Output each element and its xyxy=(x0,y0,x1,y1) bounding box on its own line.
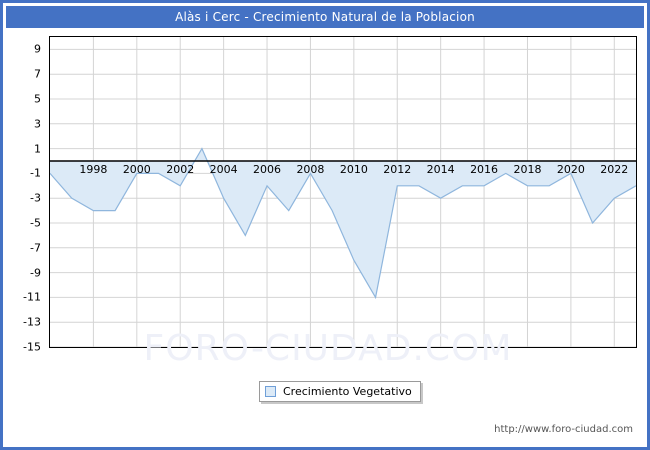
y-axis-tick-label: -7 xyxy=(30,241,41,255)
x-axis-tick-label: 2022 xyxy=(600,163,629,176)
y-axis-tick-label: 3 xyxy=(34,117,41,131)
x-axis-tick-label: 2014 xyxy=(426,163,455,176)
legend-label: Crecimiento Vegetativo xyxy=(283,385,412,398)
x-axis-tick-label: 2018 xyxy=(513,163,542,176)
plot-area xyxy=(49,36,637,348)
y-axis-tick-label: -1 xyxy=(30,166,41,180)
page-title: Alàs i Cerc - Crecimiento Natural de la … xyxy=(175,10,475,24)
x-axis-tick-label: 2020 xyxy=(556,163,585,176)
chart-legend[interactable]: Crecimiento Vegetativo xyxy=(259,381,421,402)
y-axis-tick-label: -11 xyxy=(23,290,41,304)
y-axis-tick-label: 5 xyxy=(34,92,41,106)
y-axis-tick-label: 7 xyxy=(34,67,41,81)
x-axis-tick-label: 2000 xyxy=(122,163,151,176)
legend-swatch-icon xyxy=(265,386,276,397)
y-axis-tick-label: -3 xyxy=(30,191,41,205)
y-axis-tick-label: -13 xyxy=(23,315,41,329)
x-axis-tick-label: 1998 xyxy=(79,163,108,176)
y-axis-tick-label: 9 xyxy=(34,42,41,56)
plot-area-wrapper: 1998 2000 2002 2004 2006 2008 2010 2012 2014 2016… xyxy=(49,36,637,348)
x-axis-tick-label: 2016 xyxy=(470,163,499,176)
x-axis-tick-label: 2004 xyxy=(209,163,238,176)
y-axis-tick-label: 1 xyxy=(34,142,41,156)
x-axis-tick-label: 2002 xyxy=(166,163,195,176)
window-title-bar: Alàs i Cerc - Crecimiento Natural de la … xyxy=(6,6,644,28)
x-axis-tick-label: 2006 xyxy=(253,163,282,176)
y-axis-tick-label: -15 xyxy=(23,340,41,354)
area-chart-svg xyxy=(50,37,636,347)
x-axis-tick-label: 2008 xyxy=(296,163,325,176)
x-axis-tick-label: 2012 xyxy=(383,163,412,176)
source-url: http://www.foro-ciudad.com xyxy=(494,424,633,435)
y-axis-tick-label: -9 xyxy=(30,266,41,280)
y-axis-tick-label: -5 xyxy=(30,216,41,230)
x-axis-tick-label: 2010 xyxy=(339,163,368,176)
y-axis-labels: 9 7 5 3 1 -1 -3 -5 -7 -9 -11 -13 -15 xyxy=(3,36,47,354)
